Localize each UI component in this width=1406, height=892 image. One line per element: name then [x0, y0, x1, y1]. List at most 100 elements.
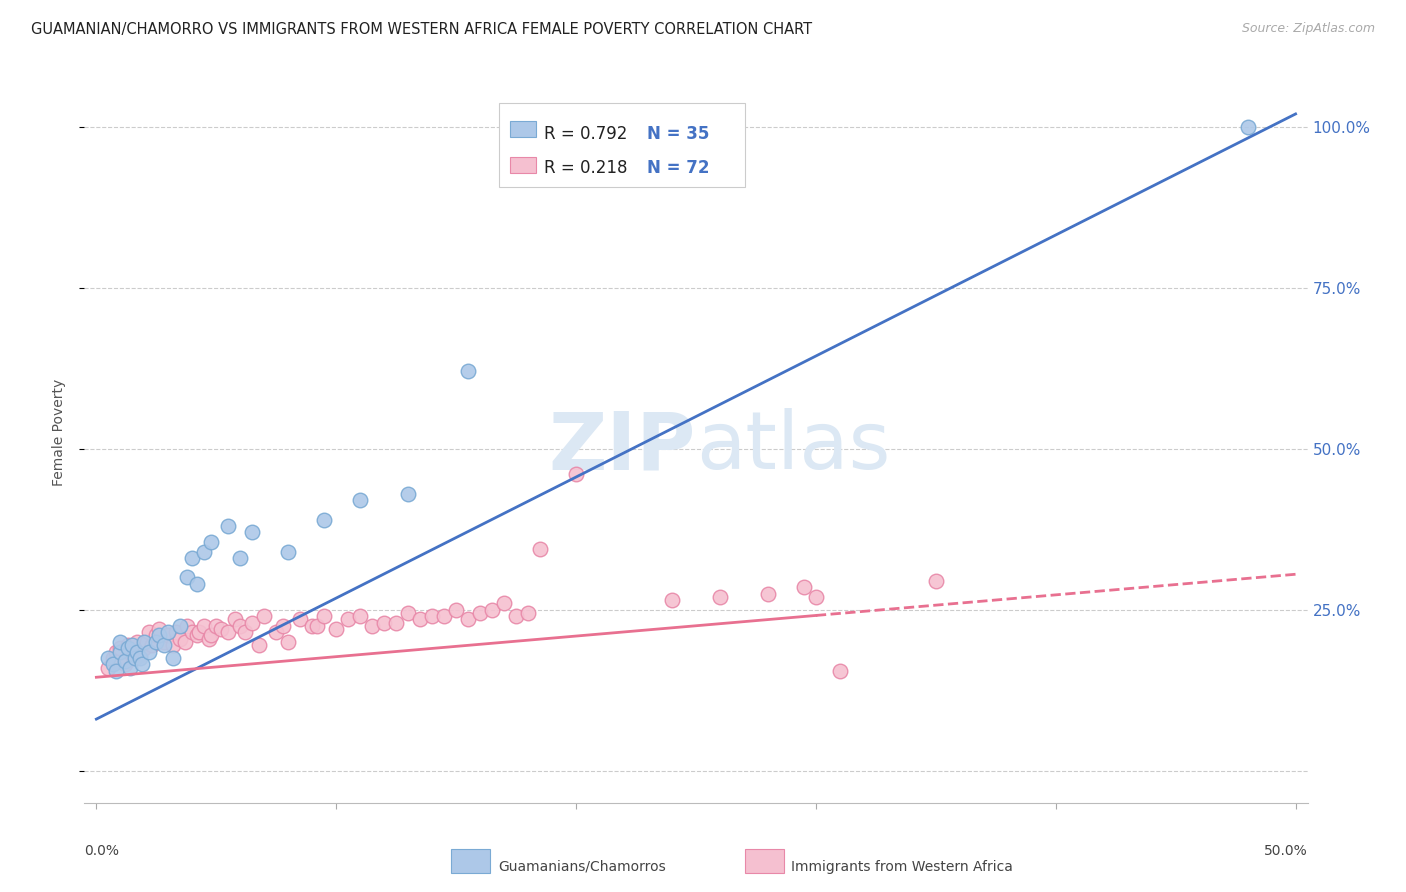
Point: [131, 657, 153, 672]
Point: [290, 612, 312, 626]
Point: [145, 628, 167, 642]
Point: [709, 590, 731, 604]
Text: Guamanians/Chamorros: Guamanians/Chamorros: [498, 860, 665, 874]
Point: [198, 632, 221, 646]
Point: [127, 644, 149, 658]
Point: [104, 664, 127, 678]
Text: 0.0%: 0.0%: [84, 844, 120, 857]
Point: [828, 664, 851, 678]
Point: [277, 545, 299, 559]
Point: [305, 619, 328, 633]
Point: [457, 364, 479, 378]
Point: [101, 657, 124, 672]
Point: [121, 648, 143, 662]
Text: Source: ZipAtlas.com: Source: ZipAtlas.com: [1241, 22, 1375, 36]
Point: [152, 638, 174, 652]
Point: [229, 551, 252, 566]
Point: [134, 635, 156, 649]
FancyBboxPatch shape: [745, 849, 785, 873]
Point: [264, 625, 287, 640]
Point: [134, 641, 156, 656]
Point: [349, 609, 371, 624]
Point: [433, 609, 456, 624]
Point: [186, 577, 208, 591]
Point: [104, 644, 127, 658]
Point: [114, 657, 136, 672]
Point: [127, 635, 149, 649]
Point: [174, 635, 197, 649]
Point: [169, 632, 191, 646]
Point: [457, 612, 479, 626]
Point: [505, 609, 527, 624]
Point: [240, 525, 263, 540]
Point: [804, 590, 827, 604]
Point: [97, 651, 120, 665]
Point: [373, 615, 395, 630]
Text: 50.0%: 50.0%: [1264, 844, 1308, 857]
Point: [193, 619, 215, 633]
Point: [117, 638, 139, 652]
Text: Immigrants from Western Africa: Immigrants from Western Africa: [792, 860, 1014, 874]
Point: [337, 612, 360, 626]
Text: N = 72: N = 72: [647, 159, 709, 177]
Point: [117, 641, 139, 656]
Point: [273, 619, 295, 633]
Point: [468, 606, 491, 620]
Point: [396, 487, 419, 501]
Point: [385, 615, 408, 630]
Point: [162, 638, 184, 652]
Point: [162, 651, 184, 665]
Text: R = 0.792: R = 0.792: [544, 125, 627, 143]
Point: [124, 651, 146, 665]
Point: [110, 641, 132, 656]
Point: [209, 622, 232, 636]
Point: [128, 648, 150, 662]
Point: [565, 467, 588, 482]
Point: [217, 625, 239, 640]
Point: [176, 619, 198, 633]
Point: [165, 625, 187, 640]
Point: [314, 609, 336, 624]
Point: [233, 625, 256, 640]
Point: [181, 551, 204, 566]
Point: [145, 635, 167, 649]
Point: [253, 609, 276, 624]
Point: [176, 570, 198, 584]
Point: [200, 628, 222, 642]
Point: [169, 619, 191, 633]
Point: [217, 519, 239, 533]
Point: [152, 635, 174, 649]
Point: [205, 619, 228, 633]
Text: atlas: atlas: [696, 409, 890, 486]
Point: [240, 615, 263, 630]
Point: [517, 606, 540, 620]
Point: [148, 628, 170, 642]
Point: [124, 651, 146, 665]
Point: [229, 619, 252, 633]
Point: [181, 625, 204, 640]
Point: [186, 628, 208, 642]
FancyBboxPatch shape: [451, 849, 491, 873]
Point: [494, 596, 516, 610]
Point: [121, 638, 143, 652]
Text: ZIP: ZIP: [548, 409, 696, 486]
Point: [756, 586, 779, 600]
Point: [193, 545, 215, 559]
Point: [110, 654, 132, 668]
Point: [396, 606, 419, 620]
Point: [141, 638, 163, 652]
Point: [409, 612, 432, 626]
Point: [793, 580, 815, 594]
Point: [444, 602, 467, 616]
Point: [101, 651, 124, 665]
Point: [420, 609, 443, 624]
Point: [301, 619, 323, 633]
Point: [529, 541, 551, 556]
Point: [110, 644, 132, 658]
Point: [114, 654, 136, 668]
Point: [110, 635, 132, 649]
Point: [138, 644, 160, 658]
Text: R = 0.218: R = 0.218: [544, 159, 627, 177]
Point: [361, 619, 384, 633]
Text: N = 35: N = 35: [647, 125, 709, 143]
